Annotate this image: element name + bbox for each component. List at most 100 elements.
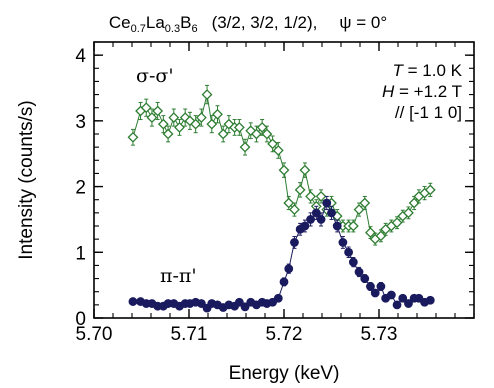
- data-point-diamond: [140, 102, 152, 114]
- data-point-diamond: [174, 122, 185, 133]
- data-point-circle: [425, 295, 435, 305]
- annotation-direction: // [-1 1 0]: [395, 103, 462, 122]
- data-point-circle: [338, 238, 348, 247]
- data-point-circle: [273, 293, 283, 303]
- x-tick-label: 5.73: [361, 324, 398, 345]
- data-point-circle: [386, 290, 396, 300]
- data-point-diamond: [206, 118, 218, 130]
- data-point-circle: [128, 297, 138, 306]
- y-tick-label: 0: [75, 309, 86, 330]
- title-b-sub: 6: [191, 23, 197, 35]
- data-point-circle: [234, 297, 244, 307]
- data-point-circle: [322, 198, 332, 208]
- data-point-diamond: [272, 145, 284, 156]
- data-point-circle: [240, 302, 250, 312]
- data-point-diamond: [278, 164, 290, 176]
- data-point-diamond: [157, 118, 169, 130]
- title-b: B: [180, 13, 191, 32]
- data-point-diamond: [233, 122, 245, 133]
- data-point-circle: [316, 215, 326, 224]
- data-point-diamond: [289, 204, 300, 215]
- title-ce-sub: 0.7: [131, 23, 146, 35]
- data-point-diamond: [261, 128, 273, 140]
- data-point-diamond: [347, 220, 359, 232]
- data-point-circle: [398, 293, 408, 303]
- series-pi-pi: [128, 195, 435, 313]
- data-point-diamond: [375, 230, 387, 242]
- y-tick-label: 3: [75, 112, 86, 133]
- data-point-diamond: [195, 112, 207, 123]
- data-point-circle: [404, 299, 413, 308]
- data-point-circle: [284, 264, 294, 274]
- title-ce: Ce: [109, 13, 131, 32]
- data-point-diamond: [283, 197, 295, 209]
- axis-ticks: [93, 41, 475, 319]
- y-tick-label: 1: [75, 243, 86, 264]
- data-point-circle: [366, 282, 375, 291]
- data-point-circle: [306, 215, 316, 224]
- data-point-diamond: [162, 128, 174, 140]
- data-point-diamond: [212, 108, 223, 120]
- x-tick-label: 5.72: [266, 324, 303, 345]
- data-point-circle: [344, 247, 354, 257]
- data-point-circle: [392, 300, 402, 310]
- data-point-diamond: [403, 207, 414, 219]
- x-tick-labels: 5.70 5.71 5.72 5.73: [76, 324, 398, 345]
- y-tick-label: 4: [75, 46, 86, 67]
- data-point-diamond: [359, 197, 371, 209]
- y-tick-labels: 0 1 2 3 4: [75, 46, 86, 330]
- data-point-diamond: [299, 164, 311, 176]
- x-tick-label: 5.71: [171, 324, 208, 345]
- data-point-circle: [348, 257, 358, 267]
- series-sigma-sigma: [127, 84, 436, 246]
- annotation-temperature: T = 1.0 K: [393, 61, 463, 80]
- data-point-circle: [376, 282, 386, 291]
- data-point-diamond: [127, 131, 139, 143]
- data-point-circle: [279, 277, 289, 287]
- data-point-diamond: [424, 184, 436, 196]
- data-point-diamond: [305, 191, 317, 202]
- chart-title: Ce0.7La0.3B6 (3/2, 3/2, 1/2), ψ = 0°: [109, 13, 387, 35]
- data-point-diamond: [146, 112, 158, 123]
- annotation-field-value: = +1.2 T: [394, 82, 462, 101]
- data-point-diamond: [190, 118, 202, 130]
- title-q: (3/2, 3/2, 1/2),: [212, 13, 318, 32]
- y-axis-label: Intensity (counts/s): [16, 100, 37, 259]
- x-axis-label: Energy (keV): [229, 363, 340, 384]
- series-label-sigma: σ-σ': [136, 65, 174, 87]
- data-point-circle: [360, 274, 370, 283]
- data-point-diamond: [201, 89, 213, 100]
- y-tick-label: 2: [75, 178, 86, 199]
- data-point-diamond: [353, 204, 365, 215]
- annotation-field: H = +1.2 T: [382, 82, 462, 101]
- title-la: La: [146, 13, 165, 32]
- series-label-pi: π-π': [160, 265, 197, 287]
- data-point-diamond: [168, 112, 180, 123]
- data-point-diamond: [391, 217, 403, 229]
- data-point-diamond: [294, 184, 306, 196]
- data-point-circle: [196, 299, 206, 308]
- series-line: [133, 201, 431, 309]
- series-layer: [127, 84, 436, 313]
- annotation-temperature-symbol: T: [393, 61, 405, 80]
- annotation-field-symbol: H: [382, 82, 395, 101]
- title-psi: ψ = 0°: [339, 13, 387, 32]
- data-point-diamond: [239, 141, 251, 153]
- annotation-temperature-value: = 1.0 K: [403, 61, 463, 80]
- title-la-sub: 0.3: [165, 23, 180, 35]
- data-point-circle: [290, 238, 299, 247]
- x-tick-label: 5.70: [76, 324, 113, 345]
- data-point-circle: [332, 221, 342, 231]
- data-point-circle: [300, 221, 310, 231]
- data-point-diamond: [217, 128, 229, 140]
- data-point-circle: [370, 288, 380, 298]
- data-point-diamond: [365, 227, 376, 238]
- data-point-diamond: [152, 105, 164, 117]
- data-point-diamond: [315, 191, 327, 202]
- data-point-circle: [354, 267, 364, 277]
- data-point-circle: [327, 208, 336, 218]
- data-point-diamond: [267, 138, 279, 150]
- data-point-diamond: [251, 128, 262, 140]
- data-point-diamond: [408, 197, 420, 209]
